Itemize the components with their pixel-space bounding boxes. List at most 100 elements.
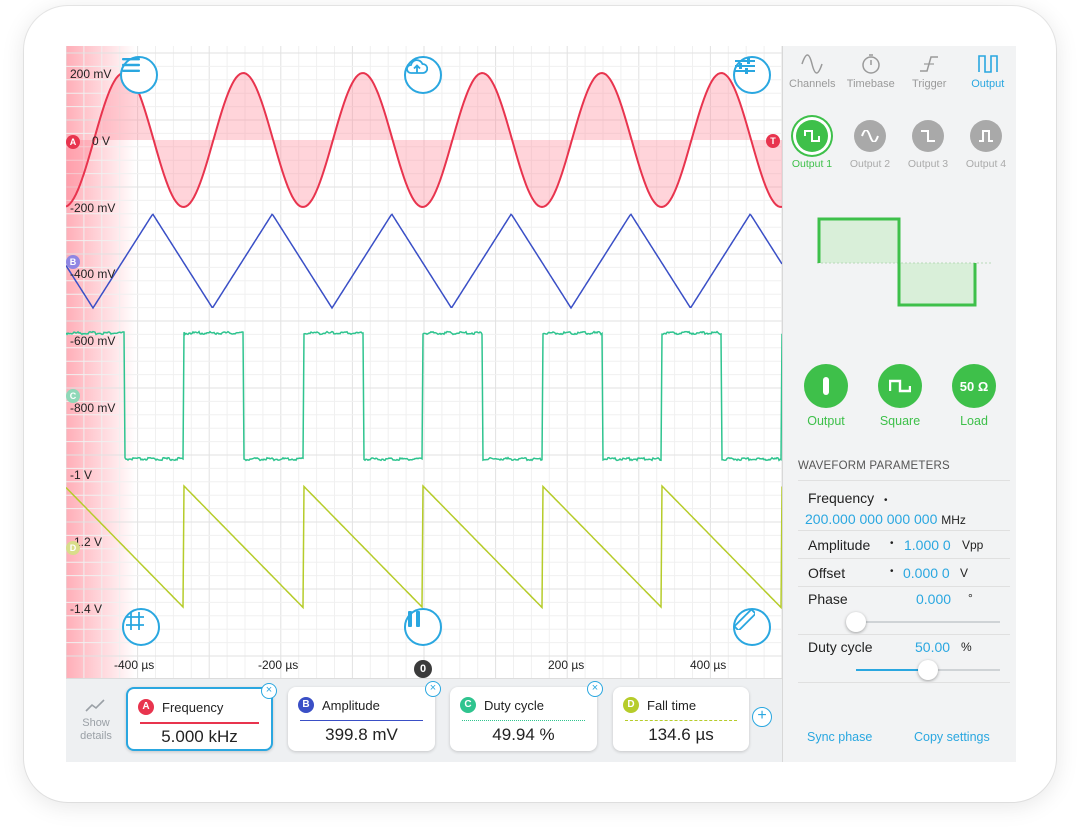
measurement-card-duty-cycle[interactable]: C Duty cycle 49.94 % ×	[450, 681, 603, 751]
output-label: Output 4	[965, 158, 1007, 170]
control-label: Output	[807, 414, 845, 428]
close-icon[interactable]: ×	[587, 681, 603, 697]
cloud-upload-button[interactable]	[404, 56, 442, 94]
channel-d-trace	[66, 484, 782, 610]
sine-wave-icon	[861, 130, 879, 142]
grid-view-button[interactable]	[122, 608, 160, 646]
duty-cycle-row: Duty cycle 50.00 %	[798, 634, 1010, 682]
show-details-toggle[interactable]: Show details	[72, 697, 120, 743]
menu-button[interactable]	[120, 56, 158, 94]
channel-c-badge: C	[460, 697, 476, 713]
pause-button[interactable]	[404, 608, 442, 646]
phase-slider[interactable]	[846, 612, 1000, 632]
frequency-value[interactable]: 200.000 000 000 000	[805, 511, 938, 527]
param-label: Offset	[808, 565, 846, 581]
measurements-bar: Show details A Frequency 5.000 kHz × B Amp…	[66, 678, 782, 762]
channel-b-marker[interactable]: B	[66, 255, 80, 269]
channel-b-trace	[66, 213, 782, 310]
amplitude-value[interactable]: 1.000 0	[904, 537, 951, 553]
load-button[interactable]: 50 Ω Load	[944, 364, 1004, 428]
tab-label: Channels	[789, 78, 836, 90]
frequency-row[interactable]: Frequency • 200.000 000 000 000 MHz	[798, 480, 1010, 530]
stopwatch-icon	[862, 54, 880, 74]
settings-sliders-button[interactable]	[733, 56, 771, 94]
output-4-button[interactable]: Output 4	[957, 120, 1015, 170]
y-label-0v: 0 V	[92, 134, 111, 148]
measurement-name: Duty cycle	[484, 697, 544, 713]
offset-value[interactable]: 0.000 0	[903, 565, 950, 581]
param-label: Amplitude	[808, 537, 871, 553]
bullet: •	[890, 538, 894, 549]
duty-cycle-slider[interactable]	[856, 660, 1000, 680]
output-2-button[interactable]: Output 2	[841, 120, 899, 170]
duty-cycle-value[interactable]: 50.00	[915, 639, 951, 655]
x-label-minus200us: -200 µs	[258, 658, 299, 672]
pause-icon	[408, 611, 420, 627]
x-label-400us: 400 µs	[690, 658, 727, 672]
tab-label: Trigger	[912, 78, 947, 90]
tab-channels[interactable]: Channels	[783, 46, 842, 98]
output-1-button[interactable]: Output 1	[783, 120, 841, 170]
measurement-card-frequency[interactable]: A Frequency 5.000 kHz ×	[126, 683, 277, 751]
tab-label: Timebase	[846, 78, 895, 90]
channel-a-marker[interactable]: A	[66, 135, 80, 149]
y-label-minus600mv: -600 mV	[70, 334, 116, 348]
measurement-value: 134.6 µs	[648, 725, 714, 744]
measurement-card-fall-time[interactable]: D Fall time 134.6 µs	[613, 687, 749, 751]
param-label: Duty cycle	[808, 639, 873, 655]
unit: V	[960, 566, 969, 580]
y-label-minus200mv: -200 mV	[70, 201, 116, 215]
control-label: Square	[879, 414, 921, 428]
control-label: Load	[960, 414, 988, 428]
sync-phase-button[interactable]: Sync phase	[807, 730, 873, 744]
channel-d-marker[interactable]: D	[66, 541, 80, 555]
tab-output[interactable]: Output	[959, 46, 1017, 98]
measurement-name: Frequency	[162, 699, 224, 715]
channel-c-marker[interactable]: C	[66, 389, 80, 403]
tab-trigger[interactable]: Trigger	[900, 46, 959, 98]
measurement-value: 49.94 %	[492, 725, 555, 744]
amplitude-row[interactable]: Amplitude • 1.000 0 Vpp	[798, 530, 1010, 558]
slider-fill	[856, 669, 928, 671]
close-icon[interactable]: ×	[425, 681, 441, 697]
scope-display[interactable]: 200 mV 0 V -200 mV -400 mV -600 mV -800 …	[66, 46, 782, 678]
ruler-icon	[735, 610, 755, 630]
x-label-200us: 200 µs	[548, 658, 585, 672]
slider-knob[interactable]	[846, 612, 866, 632]
tab-timebase[interactable]: Timebase	[842, 46, 901, 98]
y-label-minus1-4v: -1.4 V	[70, 602, 103, 616]
sine-wave-icon	[801, 54, 823, 74]
trigger-marker[interactable]: T	[766, 134, 780, 148]
measurement-value: 5.000 kHz	[161, 727, 238, 746]
measurement-name: Amplitude	[322, 697, 380, 713]
waveform-preview	[817, 217, 991, 307]
waveform-type-button[interactable]: Square	[870, 364, 930, 428]
copy-settings-button[interactable]: Copy settings	[914, 730, 990, 744]
y-label-minus800mv: -800 mV	[70, 401, 116, 415]
settings-panel: Channels Timebase Trigger Output Output …	[782, 46, 1016, 762]
output-toggle-button[interactable]: Output	[796, 364, 856, 428]
output-3-button[interactable]: Output 3	[899, 120, 957, 170]
output-label: Output 2	[849, 158, 891, 170]
measurement-name: Fall time	[647, 697, 697, 713]
trigger-time-zero-marker[interactable]: 0	[414, 660, 432, 678]
offset-row[interactable]: Offset • 0.000 0 V	[798, 558, 1010, 586]
app-screen: 200 mV 0 V -200 mV -400 mV -600 mV -800 …	[66, 46, 1016, 762]
phase-value[interactable]: 0.000	[916, 591, 952, 607]
waveform-canvas	[66, 46, 782, 678]
unit: Vpp	[962, 538, 984, 552]
param-label: Phase	[808, 591, 848, 607]
unit: °	[968, 591, 973, 605]
bullet: •	[884, 495, 888, 506]
measurement-card-amplitude[interactable]: B Amplitude 399.8 mV ×	[288, 681, 441, 751]
slider-knob[interactable]	[918, 660, 938, 680]
panel-tabs: Channels Timebase Trigger Output	[783, 46, 1016, 98]
y-label-minus1v: -1 V	[70, 468, 93, 482]
measure-button[interactable]	[733, 608, 771, 646]
close-icon[interactable]: ×	[261, 683, 277, 699]
add-measurement-button[interactable]: +	[752, 707, 772, 727]
load-value: 50 Ω	[952, 364, 996, 408]
trigger-edge-icon	[920, 56, 939, 72]
sliders-icon	[735, 58, 755, 74]
square-wave-icon	[804, 130, 820, 142]
